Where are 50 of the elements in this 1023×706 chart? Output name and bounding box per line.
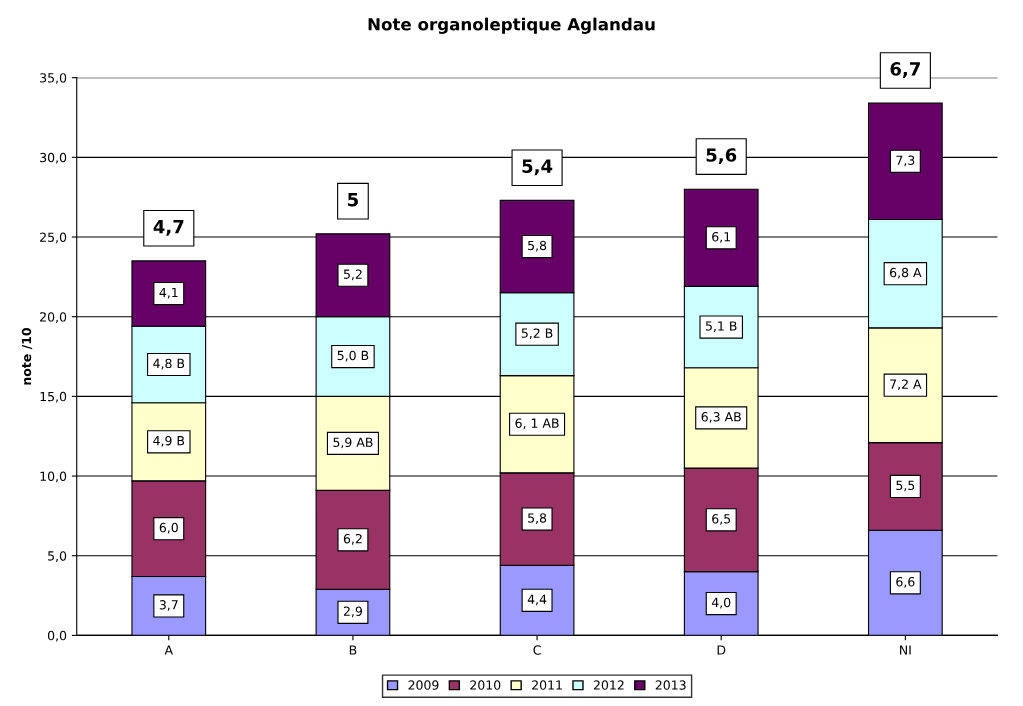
data-label: 3,7 bbox=[159, 600, 178, 611]
y-tick-label: 35,0 bbox=[40, 73, 67, 84]
annotation: 6,7 bbox=[890, 62, 920, 79]
data-label: 6,2 bbox=[343, 533, 362, 545]
data-label: 5,9 AB bbox=[333, 437, 373, 449]
data-label: 2,9 bbox=[343, 606, 362, 618]
data-label: 4,8 B bbox=[153, 358, 185, 370]
data-label: 6,5 bbox=[712, 514, 731, 525]
data-label: 7,2 A bbox=[890, 379, 922, 391]
x-tick-label: C bbox=[533, 645, 541, 655]
legend-label: 2010 bbox=[470, 680, 501, 690]
annotation: 5,4 bbox=[522, 159, 553, 176]
data-label: 6, 1 AB bbox=[515, 418, 559, 430]
data-label: 5,0 B bbox=[337, 350, 369, 362]
data-label: 5,8 bbox=[528, 240, 547, 252]
legend-label: 2013 bbox=[655, 680, 686, 690]
y-tick-label: 20,0 bbox=[40, 312, 67, 323]
data-label: 5,5 bbox=[896, 480, 915, 492]
annotation: 5 bbox=[348, 193, 358, 207]
data-label: 4,9 B bbox=[153, 435, 185, 447]
data-label: 5,1 B bbox=[705, 321, 737, 332]
data-label: 4,1 bbox=[159, 287, 178, 299]
y-tick-label: 10,0 bbox=[40, 471, 67, 483]
data-label: 4,4 bbox=[527, 594, 547, 606]
y-tick-label: 25,0 bbox=[40, 232, 67, 244]
legend-label: 2009 bbox=[408, 680, 439, 690]
data-label: 6,6 bbox=[896, 576, 915, 588]
y-tick-label: 5,0 bbox=[48, 551, 67, 562]
legend-label: 2011 bbox=[532, 680, 562, 690]
data-label: 6,0 bbox=[159, 522, 178, 534]
legend-label: 2012 bbox=[593, 680, 624, 690]
y-axis-title: note /10 bbox=[21, 328, 33, 385]
data-label: 6,3 AB bbox=[701, 412, 741, 423]
x-tick-label: A bbox=[164, 645, 173, 655]
annotation: 5,6 bbox=[706, 148, 737, 165]
data-label: 6,1 bbox=[712, 231, 730, 243]
x-tick-label: B bbox=[349, 645, 357, 655]
y-tick-label: 15,0 bbox=[40, 391, 67, 403]
data-label: 7,3 bbox=[896, 155, 915, 167]
data-label: 6,8 A bbox=[890, 267, 922, 279]
x-tick-label: NI bbox=[900, 645, 911, 655]
data-label: 5,2 bbox=[343, 269, 362, 281]
data-label: 5,2 B bbox=[521, 328, 553, 340]
y-tick-label: 0,0 bbox=[47, 630, 67, 642]
annotation: 4,7 bbox=[153, 220, 184, 236]
y-tick-label: 30,0 bbox=[40, 152, 67, 164]
chart-title: Note organoleptique Aglandau bbox=[368, 17, 655, 34]
data-label: 5,8 bbox=[528, 513, 547, 524]
data-label: 4,0 bbox=[711, 597, 731, 609]
x-tick-label: D bbox=[717, 645, 726, 655]
